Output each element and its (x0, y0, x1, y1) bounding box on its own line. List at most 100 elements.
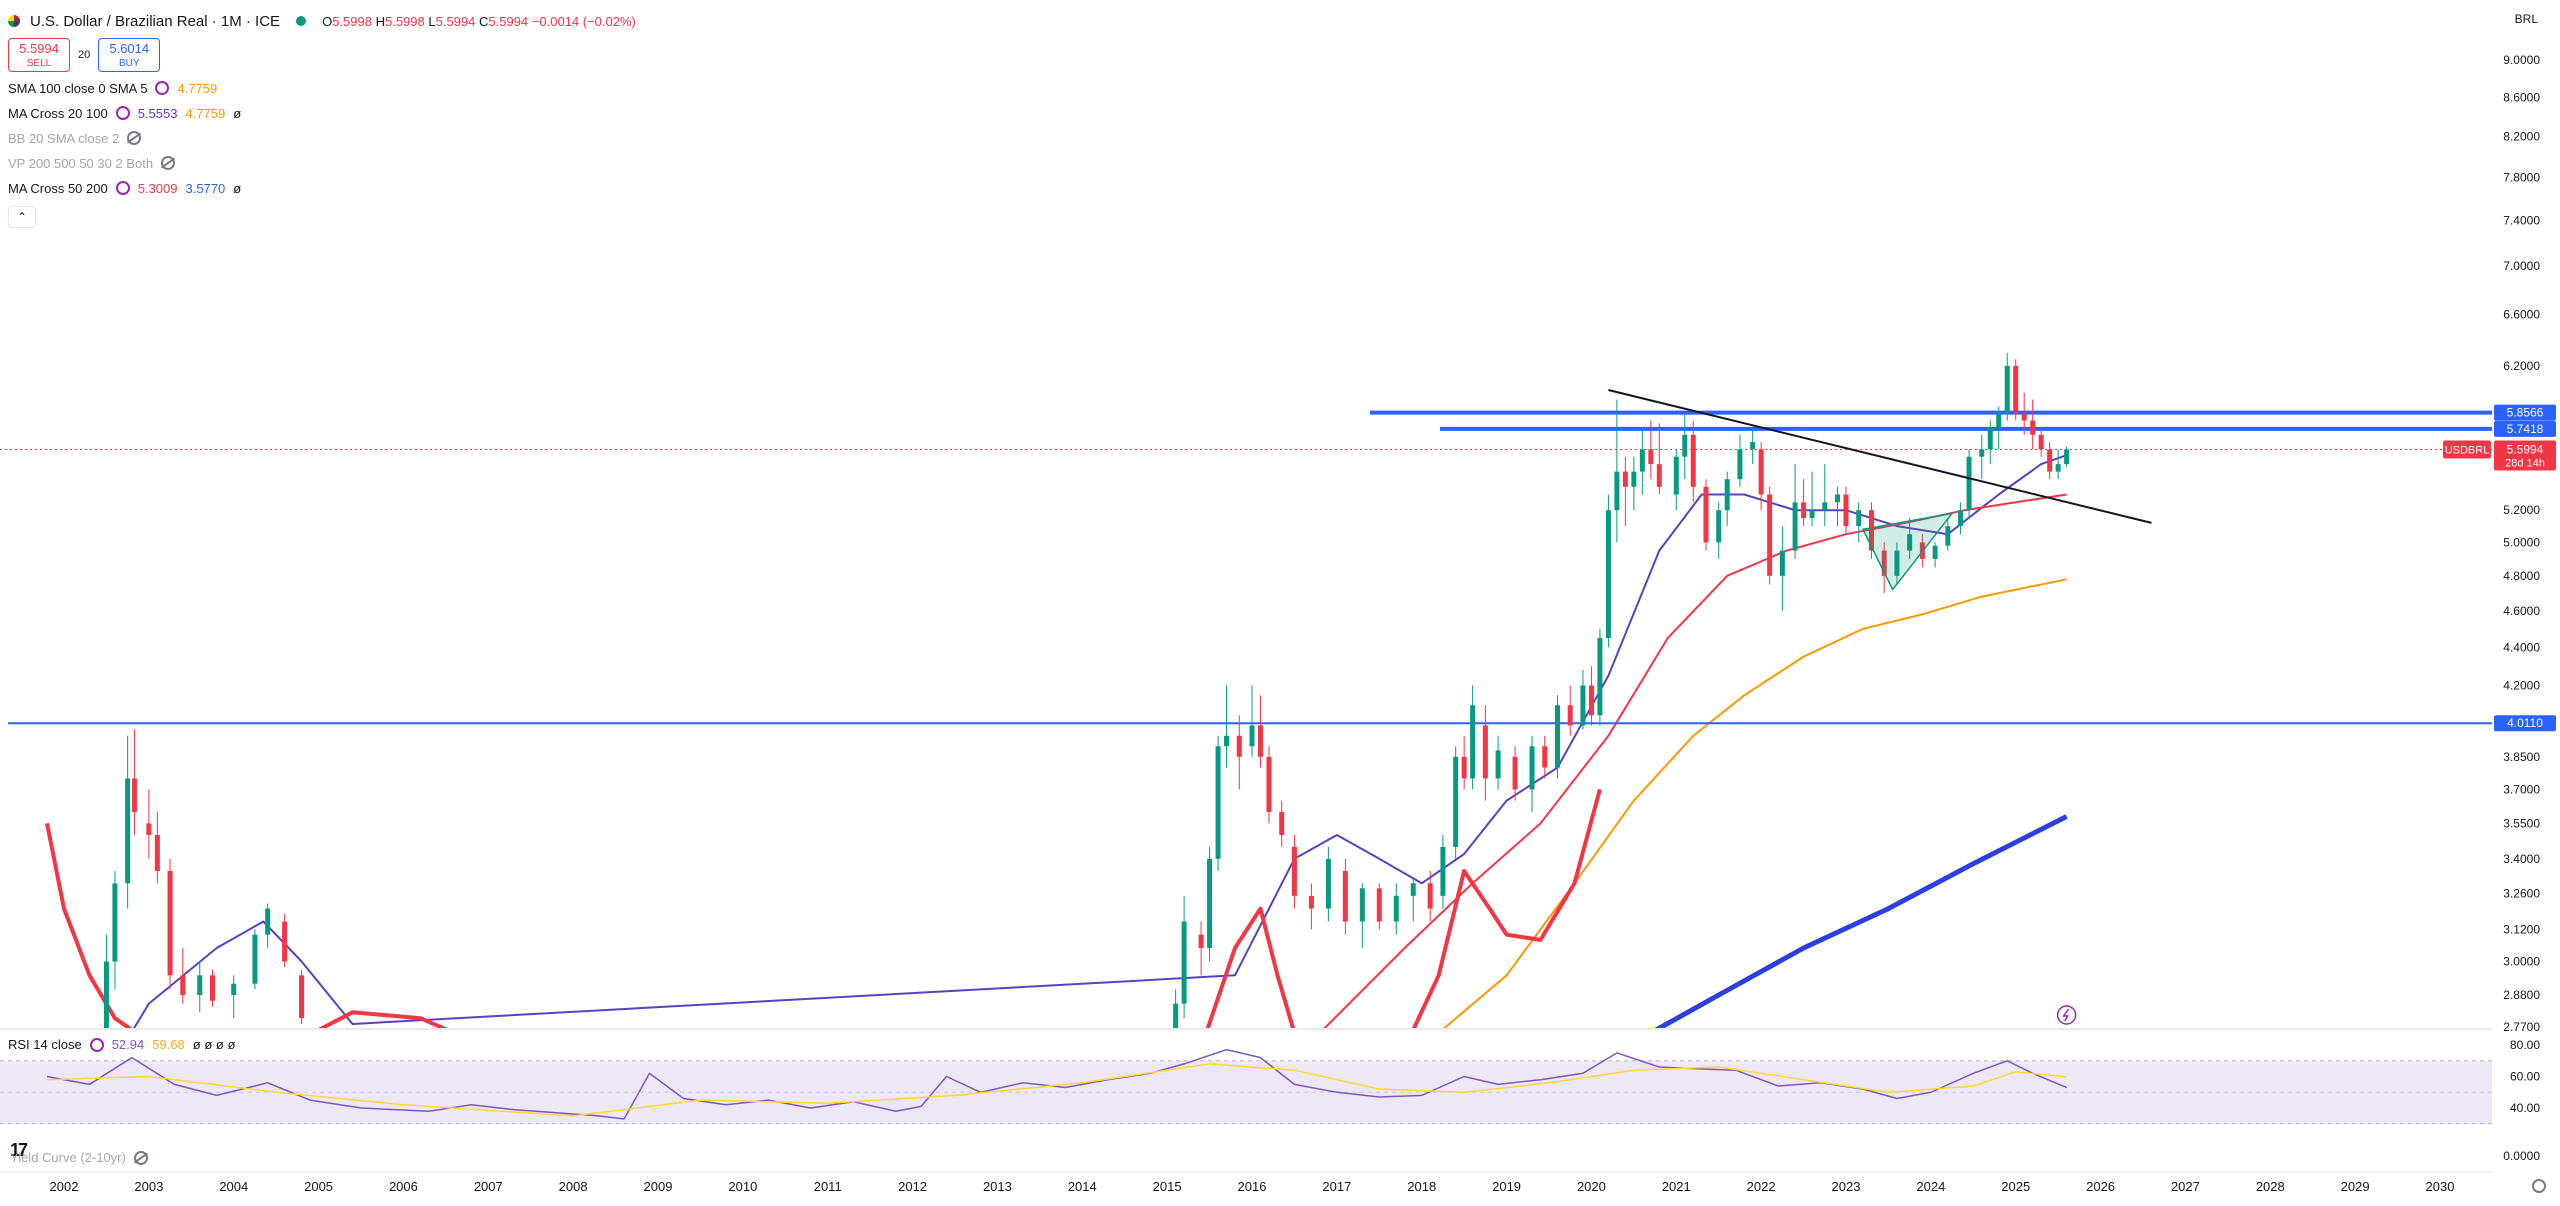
price-tick-label: 7.0000 (2503, 259, 2540, 273)
price-tick-label: 4.6000 (2503, 604, 2540, 618)
indicator-row[interactable]: SMA 100 close 0 SMA 5 4.7759 (8, 78, 217, 98)
alert-bolt-icon (2062, 1008, 2070, 1022)
candle-body (197, 975, 203, 996)
candle-body (1656, 464, 1662, 487)
candle-body (210, 975, 215, 1001)
indicator-row[interactable]: VP 200 500 50 30 2 Both (8, 153, 176, 173)
price-axis[interactable]: 9.0000 8.6000 8.2000 7.8000 7.4000 7.0000 6.60… (2443, 0, 2560, 1201)
rsi-legend[interactable]: RSI 14 close 52.94 59.68 ø ø ø ø (8, 1037, 235, 1052)
price-tick-label: 4.2000 (2503, 678, 2540, 692)
eye-hidden-icon[interactable] (127, 131, 142, 145)
horizontal-lines[interactable] (0, 410, 2492, 725)
high-value: 5.5998 (384, 13, 425, 29)
candle-body (1376, 888, 1382, 922)
symbol-title[interactable]: U.S. Dollar / Brazilian Real · 1M · ICE (30, 12, 281, 30)
moving-average-line (1323, 493, 2067, 1028)
moving-average-line (133, 454, 2067, 1028)
buy-button[interactable]: 5.6014 BUY (98, 38, 161, 72)
trendline[interactable] (1608, 389, 2152, 524)
collapse-legend-button[interactable]: ⌃ (8, 206, 36, 228)
candle-body (1605, 510, 1611, 638)
yield-tick-label: 0.0000 (2503, 1149, 2540, 1163)
candle-body (1470, 705, 1476, 779)
price-tick-label: 8.2000 (2503, 129, 2540, 143)
candle-body (1198, 934, 1204, 948)
candle-body (2013, 365, 2019, 414)
candle-body (1966, 456, 1972, 511)
candle-body (103, 961, 109, 1028)
rsi-visibility-icon[interactable] (89, 1037, 104, 1052)
tradingview-logo-icon[interactable]: 17 (10, 1140, 28, 1160)
time-axis[interactable]: 2002 2003 2004 2005 2006 2007 2008 2009 2010 2011… (50, 1179, 2455, 1194)
rsi-value: 52.94 (111, 1037, 145, 1052)
candle-body (1207, 858, 1213, 948)
eye-hidden-icon[interactable] (161, 156, 176, 170)
countdown-label: 28d 14h (2505, 457, 2545, 469)
price-tag-label: 5.8566 (2507, 406, 2544, 420)
candle-body (1173, 1003, 1179, 1028)
candle-body (1881, 550, 1887, 576)
candle-body (1325, 858, 1331, 909)
price-tick-label: 5.0000 (2503, 535, 2540, 549)
rsi-extra: ø ø ø ø (192, 1037, 236, 1052)
yield-curve-legend[interactable]: Yield Curve (2-10yr) (10, 1150, 148, 1165)
settings-gear-icon[interactable] (2532, 1179, 2546, 1193)
candle-body (1631, 471, 1637, 487)
candle-body (1996, 413, 2002, 428)
indicator-value-2: 4.7759 (185, 105, 226, 121)
candle-body (1427, 883, 1433, 909)
price-tick-label: 4.4000 (2503, 640, 2540, 654)
eye-icon[interactable] (155, 81, 170, 95)
yield-curve-hidden-icon[interactable] (133, 1150, 148, 1165)
candle-body (1554, 705, 1560, 768)
candle-body (1257, 725, 1263, 757)
eye-icon[interactable] (115, 181, 130, 195)
time-tick-label: 2014 (1068, 1179, 1097, 1194)
indicator-row[interactable]: MA Cross 20 100 5.5553 4.7759 ø (8, 103, 241, 123)
time-tick-label: 2011 (814, 1179, 842, 1194)
candles (103, 352, 2077, 1028)
close-value: 5.5994 (488, 13, 529, 29)
time-tick-label: 2016 (1238, 1179, 1267, 1194)
eye-icon[interactable] (115, 106, 130, 120)
candle-body (1215, 746, 1221, 859)
time-tick-label: 2006 (389, 1179, 418, 1194)
indicator-row[interactable]: BB 20 SMA close 2 (8, 128, 142, 148)
price-tick-label: 7.8000 (2503, 170, 2540, 184)
price-tag-label: 4.0110 (2507, 716, 2543, 730)
candle-body (2021, 413, 2027, 421)
indicator-value: 5.5553 (137, 105, 178, 121)
candle-body (1461, 756, 1467, 779)
candle-body (1835, 494, 1841, 503)
indicator-name: MA Cross 20 100 (8, 105, 108, 121)
price-tag-label: 5.7418 (2507, 422, 2544, 436)
sell-button[interactable]: 5.5994 SELL (8, 38, 70, 72)
moving-averages (45, 454, 2068, 1028)
price-tick-label: 2.8800 (2503, 988, 2540, 1002)
candle-body (1907, 534, 1913, 551)
candle-body (1843, 494, 1849, 527)
candle-body (265, 908, 271, 935)
candle-body (1932, 545, 1938, 559)
candle-body (1622, 471, 1628, 487)
candle-body (131, 778, 137, 812)
price-tag-background (2494, 404, 2556, 421)
time-tick-label: 2022 (1747, 1179, 1776, 1194)
candle-body (282, 921, 288, 962)
candle-body (1181, 921, 1187, 1004)
candle-body (167, 870, 173, 976)
candle-body (1308, 895, 1314, 909)
candle-body (1512, 756, 1518, 790)
time-tick-label: 2019 (1492, 1179, 1521, 1194)
trendline-drawing (1608, 389, 2152, 524)
indicator-row[interactable]: MA Cross 50 200 5.3009 3.5770 ø (8, 178, 241, 198)
candle-body (1236, 735, 1242, 757)
candle-body (1614, 471, 1620, 511)
rsi-signal-line (46, 1063, 2067, 1117)
candle-body (1945, 526, 1951, 546)
indicator-name: BB 20 SMA close 2 (8, 130, 120, 146)
candle-body (1724, 479, 1730, 511)
rsi-tick-label: 60.00 (2510, 1070, 2540, 1084)
